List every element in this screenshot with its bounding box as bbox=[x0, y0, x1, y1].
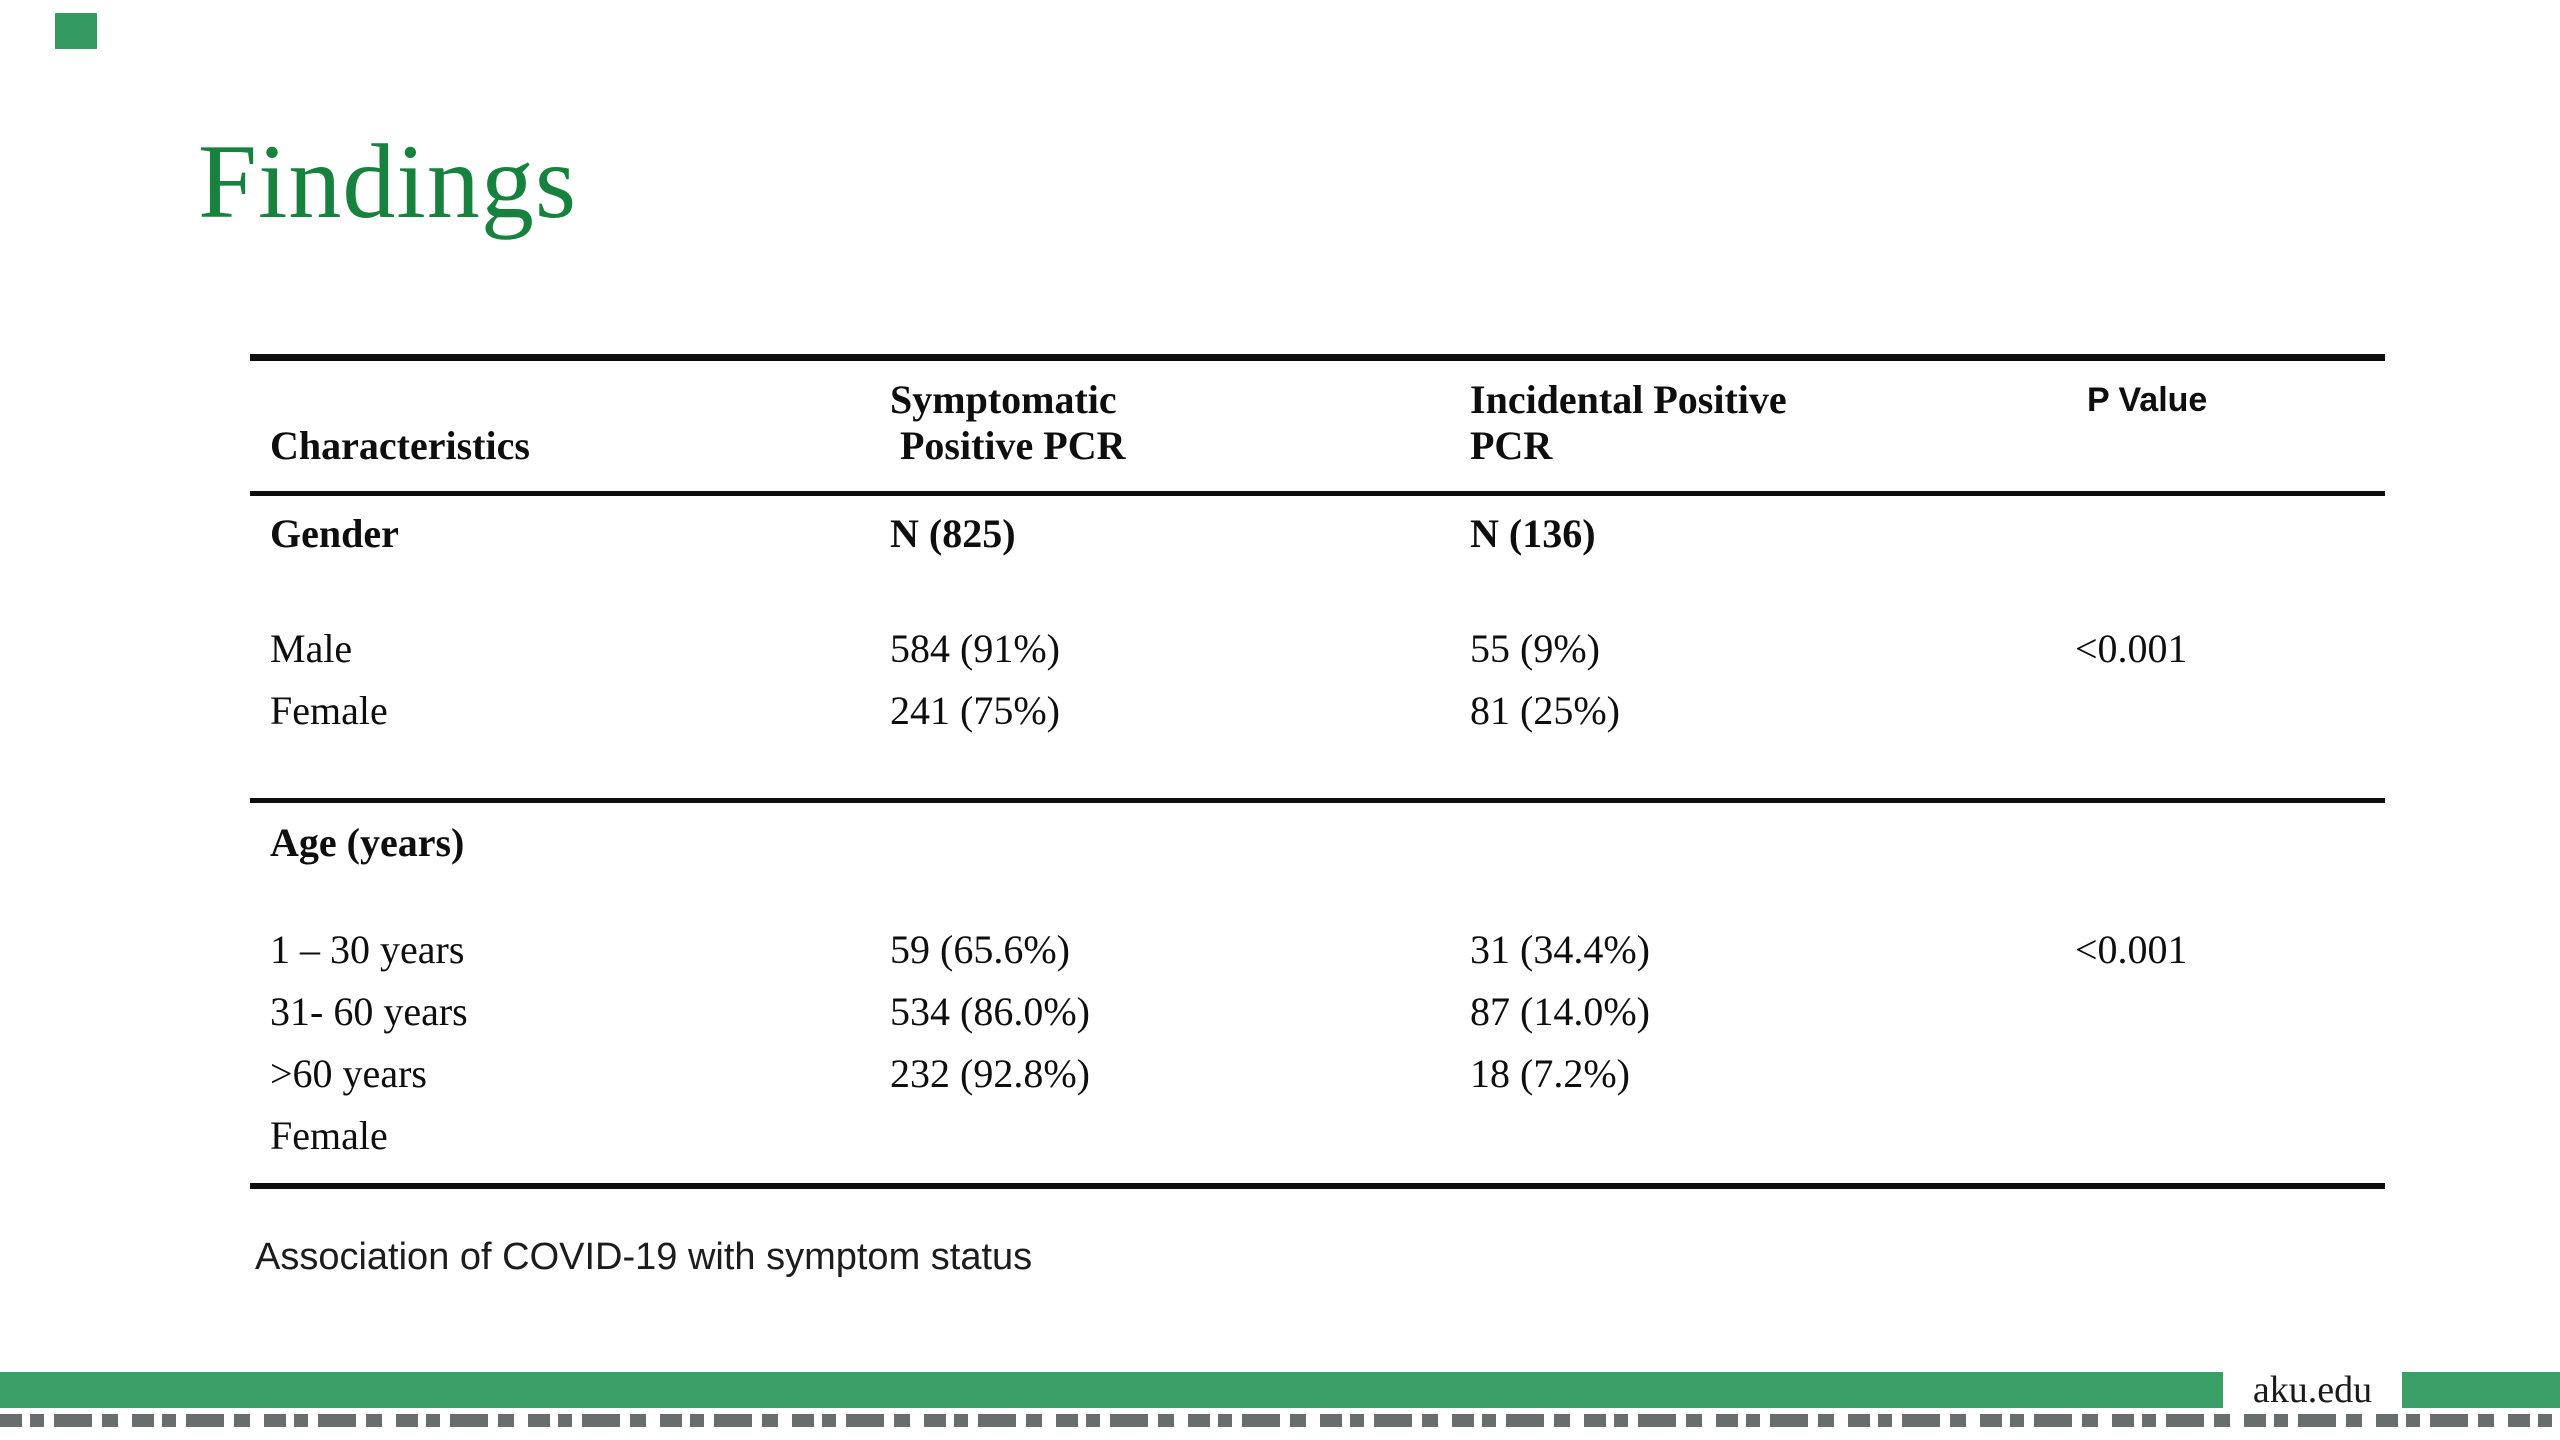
row-incidental-value: 31 (34.4%) bbox=[1470, 927, 1650, 972]
spacer bbox=[250, 560, 2385, 618]
row-symptomatic-value: 59 (65.6%) bbox=[890, 927, 1070, 972]
footer-green-bar-left bbox=[0, 1372, 2223, 1408]
table-row-male: Male 584 (91%) 55 (9%) <0.001 bbox=[250, 618, 2385, 680]
row-symptomatic-value bbox=[890, 1105, 1470, 1167]
footer-green-bar-right bbox=[2402, 1372, 2560, 1408]
row-name: >60 years bbox=[270, 1051, 427, 1096]
row-name: Female bbox=[270, 688, 388, 733]
header-characteristics: Characteristics bbox=[270, 423, 530, 468]
gender-label: Gender bbox=[270, 511, 399, 556]
footer-domain-text: aku.edu bbox=[2223, 1369, 2402, 1411]
age-label: Age (years) bbox=[270, 820, 465, 865]
table-row-female: Female 241 (75%) 81 (25%) bbox=[250, 680, 2385, 742]
table-header-row: Characteristics Symptomatic Positive PCR… bbox=[250, 361, 2385, 496]
header-p-value: P Value bbox=[2087, 381, 2208, 419]
row-incidental-value: 18 (7.2%) bbox=[1470, 1051, 1630, 1096]
table-row-age-1-30: 1 – 30 years 59 (65.6%) 31 (34.4%) <0.00… bbox=[250, 919, 2385, 981]
table-section-gender: Gender N (825) N (136) Male 584 (91%) 55… bbox=[250, 496, 2385, 803]
header-incidental-line1: Incidental Positive bbox=[1470, 377, 1787, 422]
table-row-age-31-60: 31- 60 years 534 (86.0%) 87 (14.0%) bbox=[250, 981, 2385, 1043]
row-name: 1 – 30 years bbox=[270, 927, 465, 972]
age-label-row: Age (years) bbox=[250, 817, 2385, 869]
row-name: Female bbox=[270, 1113, 388, 1158]
row-incidental-value: 87 (14.0%) bbox=[1470, 989, 1650, 1034]
row-incidental-value bbox=[1470, 1105, 2075, 1167]
header-symptomatic-line2: Positive PCR bbox=[900, 423, 1126, 468]
gender-label-row: Gender N (825) N (136) bbox=[250, 508, 2385, 560]
row-name: Male bbox=[270, 626, 353, 671]
row-symptomatic-value: 584 (91%) bbox=[890, 626, 1060, 671]
footer-dash-strip bbox=[0, 1414, 2560, 1427]
age-p-value: <0.001 bbox=[2075, 927, 2188, 972]
slide-title: Findings bbox=[198, 123, 578, 240]
header-incidental-line2: PCR bbox=[1470, 423, 1553, 468]
gender-incidental-n: N (136) bbox=[1470, 511, 1596, 556]
header-incidental: Incidental Positive PCR bbox=[1470, 377, 2075, 469]
table-row-age-over-60: >60 years 232 (92.8%) 18 (7.2%) bbox=[250, 1043, 2385, 1105]
header-symptomatic-line1: Symptomatic bbox=[890, 377, 1117, 422]
row-incidental-value: 81 (25%) bbox=[1470, 688, 1620, 733]
row-symptomatic-value: 241 (75%) bbox=[890, 688, 1060, 733]
corner-accent-green bbox=[55, 13, 97, 49]
gender-symptomatic-n: N (825) bbox=[890, 511, 1016, 556]
row-name: 31- 60 years bbox=[270, 989, 468, 1034]
table-row-age-female: Female bbox=[250, 1105, 2385, 1167]
header-symptomatic: Symptomatic Positive PCR bbox=[890, 377, 1470, 469]
findings-table: Characteristics Symptomatic Positive PCR… bbox=[250, 354, 2385, 1189]
row-symptomatic-value: 534 (86.0%) bbox=[890, 989, 1090, 1034]
table-section-age: Age (years) 1 – 30 years 59 (65.6%) 31 (… bbox=[250, 803, 2385, 1189]
row-symptomatic-value: 232 (92.8%) bbox=[890, 1051, 1090, 1096]
spacer bbox=[250, 869, 2385, 919]
row-incidental-value: 55 (9%) bbox=[1470, 626, 1600, 671]
table-caption: Association of COVID-19 with symptom sta… bbox=[255, 1236, 1033, 1278]
gender-p-value: <0.001 bbox=[2075, 626, 2188, 671]
